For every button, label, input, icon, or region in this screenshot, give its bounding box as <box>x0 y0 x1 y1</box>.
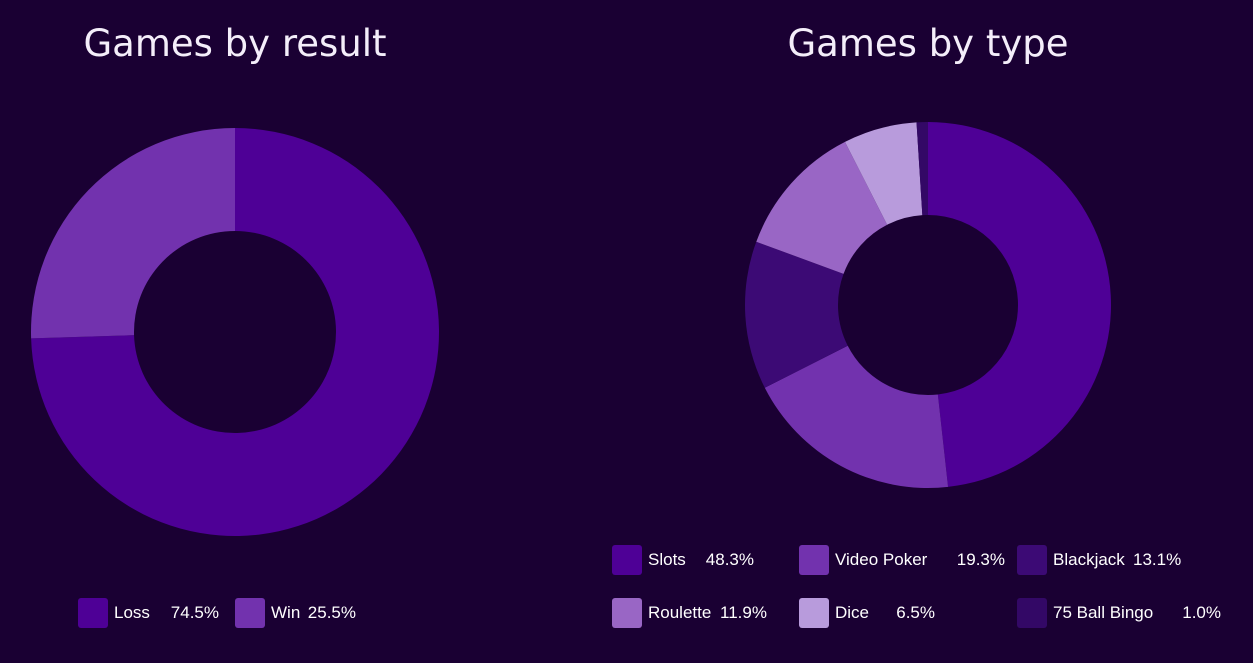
legend-item-win[interactable]: Win 25.5% <box>235 596 356 630</box>
chart-title: Games by type <box>787 22 1069 65</box>
legend-value: 19.3% <box>956 550 1005 569</box>
legend-swatch <box>612 545 642 575</box>
donut-chart <box>31 128 440 536</box>
legend-label: Roulette <box>648 603 712 622</box>
donut-chart <box>745 122 1111 489</box>
legend-item-video-poker[interactable]: Video Poker 19.3% <box>799 543 1005 577</box>
legend-value: 48.3% <box>705 550 754 569</box>
games-by-result-chart: Games by result Loss 74.5% Win 25.5% <box>0 0 470 663</box>
legend-swatch <box>1017 598 1047 628</box>
legend-item-slots[interactable]: Slots 48.3% <box>612 543 754 577</box>
games-by-type-chart: Games by type Slots 48.3% Video Poker 19.3%… <box>600 0 1253 663</box>
legend-label: Loss <box>114 603 150 622</box>
legend-item-loss[interactable]: Loss 74.5% <box>78 596 219 630</box>
slice-dice[interactable] <box>844 122 923 225</box>
legend-label: Win <box>271 603 301 622</box>
legend-label: Video Poker <box>835 550 928 569</box>
legend-item-dice[interactable]: Dice 6.5% <box>799 596 935 630</box>
legend-swatch <box>78 598 108 628</box>
legend-swatch <box>612 598 642 628</box>
legend-item-roulette[interactable]: Roulette 11.9% <box>612 596 767 630</box>
slice-loss[interactable] <box>31 128 440 536</box>
legend-label: 75 Ball Bingo <box>1053 603 1154 622</box>
legend-value: 11.9% <box>720 603 767 622</box>
slice-75-ball-bingo[interactable] <box>916 122 928 216</box>
legend-swatch <box>799 598 829 628</box>
legend-label: Slots <box>648 550 686 569</box>
legend-label: Blackjack <box>1053 550 1125 569</box>
chart-title: Games by result <box>83 22 387 65</box>
slice-slots[interactable] <box>928 122 1111 487</box>
slice-win[interactable] <box>31 128 236 339</box>
legend-value: 1.0% <box>1182 603 1221 622</box>
legend-item-blackjack[interactable]: Blackjack 13.1% <box>1017 543 1181 577</box>
legend-swatch <box>1017 545 1047 575</box>
legend-value: 74.5% <box>170 603 219 622</box>
legend-value: 13.1% <box>1133 550 1182 569</box>
slice-roulette[interactable] <box>756 141 888 274</box>
slice-video-poker[interactable] <box>764 345 949 489</box>
legend-swatch <box>235 598 265 628</box>
legend-value: 25.5% <box>307 603 356 622</box>
legend-swatch <box>799 545 829 575</box>
legend-label: Dice <box>835 603 870 622</box>
legend-value: 6.5% <box>896 603 935 622</box>
legend-item-75-ball-bingo[interactable]: 75 Ball Bingo 1.0% <box>1017 596 1221 630</box>
slice-blackjack[interactable] <box>745 241 848 388</box>
